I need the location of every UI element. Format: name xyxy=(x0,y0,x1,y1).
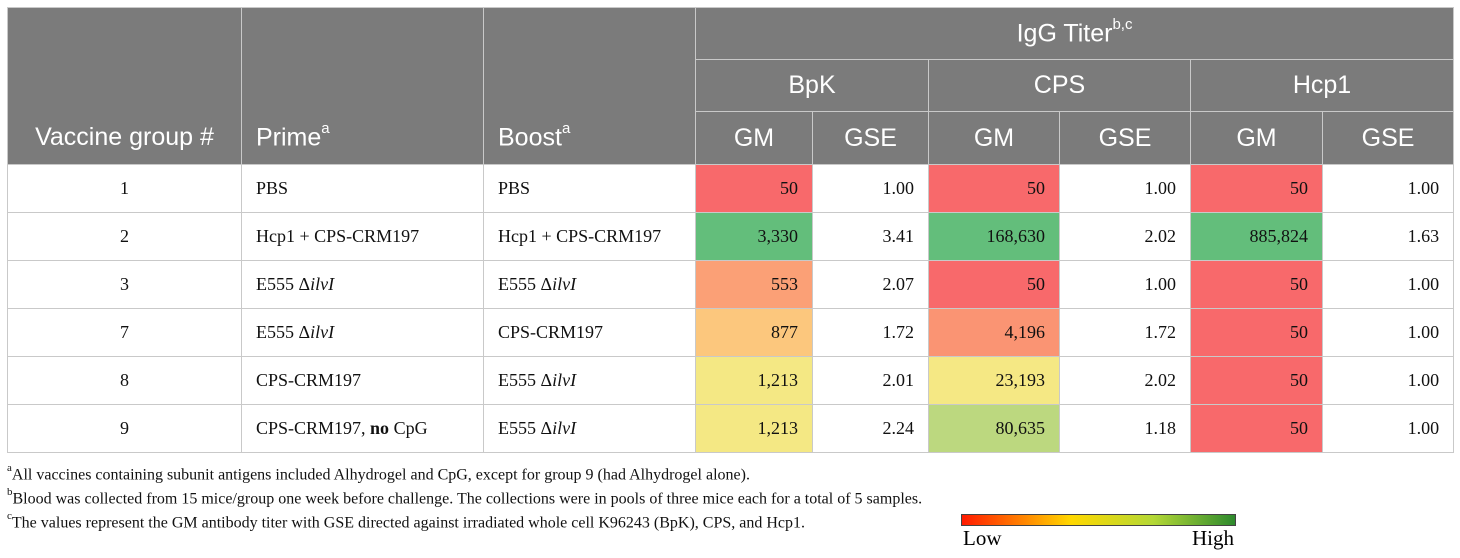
legend-low-label: Low xyxy=(963,526,1002,550)
prime-cell: E555 ΔilvI xyxy=(241,308,484,357)
header-antigen-cps: CPS xyxy=(928,59,1191,112)
header-prime: Primea xyxy=(241,7,484,165)
cps-gm-cell: 168,630 xyxy=(928,212,1060,261)
table-row: 2 Hcp1 + CPS-CRM197 Hcp1 + CPS-CRM197 3,330… xyxy=(7,212,1455,261)
bpk-gse-cell: 2.07 xyxy=(812,260,929,309)
bpk-gm-cell: 877 xyxy=(695,308,813,357)
hcp1-gse-cell: 1.00 xyxy=(1321,260,1455,309)
cps-gse-cell: 1.18 xyxy=(1059,404,1191,453)
vaccine-group-cell: 8 xyxy=(7,356,242,405)
legend-high-label: High xyxy=(1192,526,1234,550)
hcp1-gm-cell: 50 xyxy=(1190,308,1323,357)
prime-cell: CPS-CRM197, no CpG xyxy=(241,404,484,453)
table-row: 3 E555 ΔilvI E555 ΔilvI 553 2.07 50 1.00 50 1.00 xyxy=(7,260,1455,309)
boost-cell: E555 ΔilvI xyxy=(483,356,696,405)
header-bpk-gse: GSE xyxy=(812,111,929,165)
cps-gse-cell: 1.72 xyxy=(1059,308,1191,357)
header-vaccine-group: Vaccine group # xyxy=(7,7,242,165)
footnote-c: cThe values represent the GM antibody ti… xyxy=(7,510,806,532)
table-row: 1 PBS PBS 50 1.00 50 1.00 50 1.00 xyxy=(7,164,1455,213)
prime-cell: E555 ΔilvI xyxy=(241,260,484,309)
bpk-gm-cell: 3,330 xyxy=(695,212,813,261)
cps-gm-cell: 50 xyxy=(928,164,1060,213)
bpk-gse-cell: 3.41 xyxy=(812,212,929,261)
boost-cell: E555 ΔilvI xyxy=(483,404,696,453)
cps-gm-cell: 23,193 xyxy=(928,356,1060,405)
bpk-gm-cell: 1,213 xyxy=(695,404,813,453)
footnote-a: aAll vaccines containing subunit antigen… xyxy=(7,462,750,484)
hcp1-gse-cell: 1.00 xyxy=(1321,164,1455,213)
hcp1-gm-cell: 50 xyxy=(1190,404,1323,453)
bpk-gse-cell: 1.00 xyxy=(812,164,929,213)
bpk-gm-cell: 1,213 xyxy=(695,356,813,405)
hcp1-gm-cell: 50 xyxy=(1190,164,1323,213)
bpk-gm-cell: 553 xyxy=(695,260,813,309)
header-hcp1-gm: GM xyxy=(1190,111,1323,165)
hcp1-gse-cell: 1.00 xyxy=(1321,308,1455,357)
vaccine-group-cell: 7 xyxy=(7,308,242,357)
cps-gse-cell: 1.00 xyxy=(1059,164,1191,213)
hcp1-gm-cell: 50 xyxy=(1190,356,1323,405)
prime-cell: Hcp1 + CPS-CRM197 xyxy=(241,212,484,261)
bpk-gse-cell: 2.24 xyxy=(812,404,929,453)
header-igg-titer: IgG Titerb,c xyxy=(694,7,1455,60)
cps-gse-cell: 1.00 xyxy=(1059,260,1191,309)
hcp1-gse-cell: 1.00 xyxy=(1321,356,1455,405)
table-row: 8 CPS-CRM197 E555 ΔilvI 1,213 2.01 23,193 2.02… xyxy=(7,356,1455,405)
color-scale-bar xyxy=(961,514,1236,526)
footnotes: aAll vaccines containing subunit antigen… xyxy=(7,458,1453,532)
prime-cell: CPS-CRM197 xyxy=(241,356,484,405)
table-row: 9 CPS-CRM197, no CpG E555 ΔilvI 1,213 2.24 80… xyxy=(7,404,1455,453)
vaccine-group-cell: 9 xyxy=(7,404,242,453)
header-cps-gse: GSE xyxy=(1059,111,1191,165)
boost-cell: PBS xyxy=(483,164,696,213)
header-antigen-hcp1: Hcp1 xyxy=(1189,59,1455,112)
cps-gse-cell: 2.02 xyxy=(1059,356,1191,405)
hcp1-gm-cell: 885,824 xyxy=(1190,212,1323,261)
hcp1-gm-cell: 50 xyxy=(1190,260,1323,309)
boost-cell: CPS-CRM197 xyxy=(483,308,696,357)
bpk-gse-cell: 2.01 xyxy=(812,356,929,405)
header-hcp1-gse: GSE xyxy=(1321,111,1455,165)
bpk-gse-cell: 1.72 xyxy=(812,308,929,357)
boost-cell: E555 ΔilvI xyxy=(483,260,696,309)
cps-gm-cell: 4,196 xyxy=(928,308,1060,357)
cps-gse-cell: 2.02 xyxy=(1059,212,1191,261)
igg-titer-table: Vaccine group # Primea Boosta IgG Titerb… xyxy=(7,7,1455,453)
header-boost: Boosta xyxy=(483,7,696,165)
header-cps-gm: GM xyxy=(928,111,1060,165)
prime-cell: PBS xyxy=(241,164,484,213)
vaccine-group-cell: 2 xyxy=(7,212,242,261)
color-scale-legend: Low High xyxy=(961,514,1236,550)
header-bpk-gm: GM xyxy=(695,111,813,165)
vaccine-group-cell: 3 xyxy=(7,260,242,309)
cps-gm-cell: 50 xyxy=(928,260,1060,309)
footnote-b: bBlood was collected from 15 mice/group … xyxy=(7,486,923,508)
boost-cell: Hcp1 + CPS-CRM197 xyxy=(483,212,696,261)
hcp1-gse-cell: 1.63 xyxy=(1321,212,1455,261)
cps-gm-cell: 80,635 xyxy=(928,404,1060,453)
table-row: 7 E555 ΔilvI CPS-CRM197 877 1.72 4,196 1.72 50 1… xyxy=(7,308,1455,357)
table-container: Vaccine group # Primea Boosta IgG Titerb… xyxy=(7,7,1455,453)
bpk-gm-cell: 50 xyxy=(695,164,813,213)
hcp1-gse-cell: 1.00 xyxy=(1321,404,1455,453)
vaccine-group-cell: 1 xyxy=(7,164,242,213)
header-antigen-bpk: BpK xyxy=(695,59,929,112)
